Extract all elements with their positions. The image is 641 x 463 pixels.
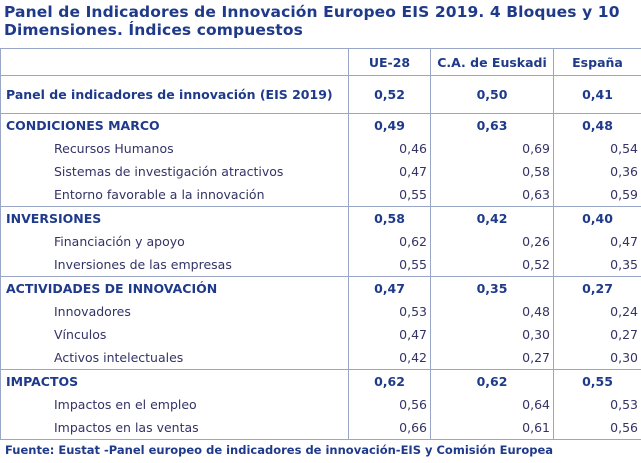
value-euskadi: 0,61 xyxy=(430,416,554,440)
value-espana: 0,56 xyxy=(553,416,641,440)
value-espana: 0,54 xyxy=(553,137,641,160)
header-blank xyxy=(0,48,349,76)
value-ue28: 0,47 xyxy=(348,160,431,183)
indicator-row: Vínculos 0,47 0,30 0,27 xyxy=(0,323,641,346)
section-label: IMPACTOS xyxy=(0,369,349,393)
section-row: ACTIVIDADES DE INNOVACIÓN 0,47 0,35 0,27 xyxy=(0,276,641,300)
value-espana: 0,30 xyxy=(553,346,641,370)
value-ue28: 0,56 xyxy=(348,393,431,416)
section-row: CONDICIONES MARCO 0,49 0,63 0,48 xyxy=(0,113,641,137)
value-espana: 0,27 xyxy=(553,323,641,346)
value-ue28: 0,52 xyxy=(348,75,431,114)
value-ue28: 0,58 xyxy=(348,206,431,230)
indicator-label: Recursos Humanos xyxy=(0,137,349,160)
section-label: ACTIVIDADES DE INNOVACIÓN xyxy=(0,276,349,300)
value-ue28: 0,47 xyxy=(348,276,431,300)
indicator-row: Sistemas de investigación atractivos 0,47… xyxy=(0,160,641,183)
header-euskadi: C.A. de Euskadi xyxy=(430,48,554,76)
indicator-row: Entorno favorable a la innovación 0,55 0,6… xyxy=(0,183,641,207)
value-espana: 0,47 xyxy=(553,230,641,253)
value-euskadi: 0,42 xyxy=(430,206,554,230)
value-euskadi: 0,64 xyxy=(430,393,554,416)
value-ue28: 0,53 xyxy=(348,300,431,323)
value-euskadi: 0,69 xyxy=(430,137,554,160)
value-espana: 0,24 xyxy=(553,300,641,323)
header-ue28: UE-28 xyxy=(348,48,431,76)
value-espana: 0,53 xyxy=(553,393,641,416)
value-espana: 0,55 xyxy=(553,369,641,393)
value-euskadi: 0,30 xyxy=(430,323,554,346)
header-row: UE-28 C.A. de Euskadi España xyxy=(0,48,641,76)
panel-row: Panel de indicadores de innovación (EIS … xyxy=(0,75,641,114)
value-euskadi: 0,35 xyxy=(430,276,554,300)
value-euskadi: 0,63 xyxy=(430,113,554,137)
indicator-label: Inversiones de las empresas xyxy=(0,253,349,277)
indicator-label: Activos intelectuales xyxy=(0,346,349,370)
indicators-table: UE-28 C.A. de Euskadi España Panel de in… xyxy=(0,48,641,440)
title-line-1: Panel de Indicadores de Innovación Europ… xyxy=(4,3,620,21)
value-espana: 0,59 xyxy=(553,183,641,207)
section-label: INVERSIONES xyxy=(0,206,349,230)
value-ue28: 0,66 xyxy=(348,416,431,440)
section-row: IMPACTOS 0,62 0,62 0,55 xyxy=(0,369,641,393)
indicator-label: Financiación y apoyo xyxy=(0,230,349,253)
value-ue28: 0,62 xyxy=(348,230,431,253)
indicator-label: Impactos en las ventas xyxy=(0,416,349,440)
value-euskadi: 0,27 xyxy=(430,346,554,370)
indicator-label: Innovadores xyxy=(0,300,349,323)
value-euskadi: 0,63 xyxy=(430,183,554,207)
source-note: Fuente: Eustat -Panel europeo de indicad… xyxy=(5,443,554,457)
value-ue28: 0,55 xyxy=(348,183,431,207)
value-espana: 0,27 xyxy=(553,276,641,300)
value-ue28: 0,49 xyxy=(348,113,431,137)
section-row: INVERSIONES 0,58 0,42 0,40 xyxy=(0,206,641,230)
indicator-row: Financiación y apoyo 0,62 0,26 0,47 xyxy=(0,230,641,253)
value-euskadi: 0,26 xyxy=(430,230,554,253)
value-espana: 0,36 xyxy=(553,160,641,183)
indicator-row: Activos intelectuales 0,42 0,27 0,30 xyxy=(0,346,641,370)
indicator-label: Impactos en el empleo xyxy=(0,393,349,416)
value-ue28: 0,42 xyxy=(348,346,431,370)
title-line-2: Dimensiones. Índices compuestos xyxy=(4,21,303,39)
value-ue28: 0,46 xyxy=(348,137,431,160)
header-espana: España xyxy=(553,48,641,76)
value-espana: 0,41 xyxy=(553,75,641,114)
value-euskadi: 0,48 xyxy=(430,300,554,323)
indicator-label: Entorno favorable a la innovación xyxy=(0,183,349,207)
value-espana: 0,40 xyxy=(553,206,641,230)
indicator-row: Impactos en el empleo 0,56 0,64 0,53 xyxy=(0,393,641,416)
indicator-row: Innovadores 0,53 0,48 0,24 xyxy=(0,300,641,323)
value-ue28: 0,62 xyxy=(348,369,431,393)
section-label: CONDICIONES MARCO xyxy=(0,113,349,137)
indicator-row: Impactos en las ventas 0,66 0,61 0,56 xyxy=(0,416,641,440)
value-euskadi: 0,62 xyxy=(430,369,554,393)
value-euskadi: 0,52 xyxy=(430,253,554,277)
value-euskadi: 0,58 xyxy=(430,160,554,183)
value-ue28: 0,55 xyxy=(348,253,431,277)
value-espana: 0,35 xyxy=(553,253,641,277)
value-espana: 0,48 xyxy=(553,113,641,137)
value-euskadi: 0,50 xyxy=(430,75,554,114)
value-ue28: 0,47 xyxy=(348,323,431,346)
indicator-label: Vínculos xyxy=(0,323,349,346)
indicator-row: Recursos Humanos 0,46 0,69 0,54 xyxy=(0,137,641,160)
row-label: Panel de indicadores de innovación (EIS … xyxy=(0,75,349,114)
page-title: Panel de Indicadores de Innovación Europ… xyxy=(4,3,640,39)
indicator-row: Inversiones de las empresas 0,55 0,52 0,35 xyxy=(0,253,641,277)
indicator-label: Sistemas de investigación atractivos xyxy=(0,160,349,183)
